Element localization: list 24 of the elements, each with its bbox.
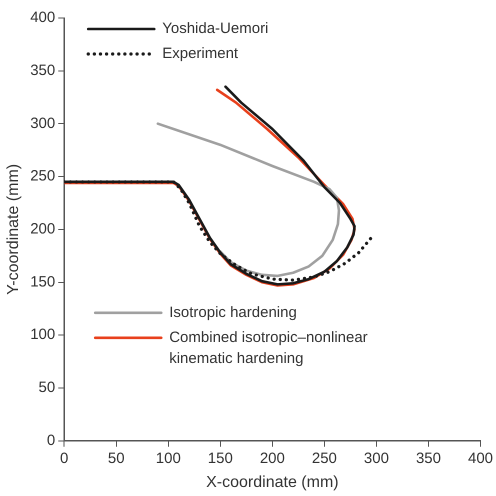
- y-tick-label: 50: [38, 379, 56, 396]
- x-tick-label: 350: [416, 450, 441, 467]
- x-tick-label: 150: [208, 450, 233, 467]
- x-tick-label: 200: [260, 450, 285, 467]
- y-tick-label: 200: [30, 220, 56, 238]
- legend-label: Combined isotropic–nonlinear kinematic hardening: [169, 328, 368, 367]
- x-tick-label: 0: [60, 450, 68, 467]
- y-axis-title: Y-coordinate (mm): [5, 164, 22, 295]
- x-axis-title: X-coordinate (mm): [206, 474, 339, 491]
- x-tick-label: 250: [312, 450, 337, 467]
- y-tick-label: 150: [30, 273, 56, 290]
- x-tick-label: 400: [468, 450, 493, 467]
- x-tick-label: 100: [156, 450, 181, 467]
- legend-label: Isotropic hardening: [169, 304, 297, 321]
- legend-label: Experiment: [162, 45, 239, 62]
- y-tick-label: 300: [30, 114, 56, 132]
- y-tick-label: 250: [30, 168, 56, 185]
- y-tick-label: 0: [46, 432, 56, 449]
- y-tick-label: 100: [30, 326, 56, 344]
- legend-label: Yoshida-Uemori: [162, 20, 268, 38]
- y-tick-label: 400: [30, 9, 56, 26]
- y-tick-label: 350: [30, 62, 56, 79]
- x-tick-label: 300: [364, 450, 389, 467]
- x-tick-label: 50: [108, 450, 125, 467]
